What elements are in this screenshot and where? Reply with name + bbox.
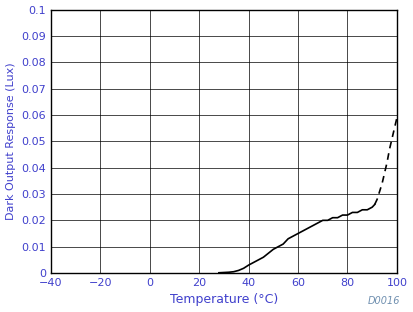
Y-axis label: Dark Output Response (Lux): Dark Output Response (Lux) (5, 62, 16, 220)
Text: D0016: D0016 (368, 296, 401, 306)
X-axis label: Temperature (°C): Temperature (°C) (170, 294, 278, 306)
